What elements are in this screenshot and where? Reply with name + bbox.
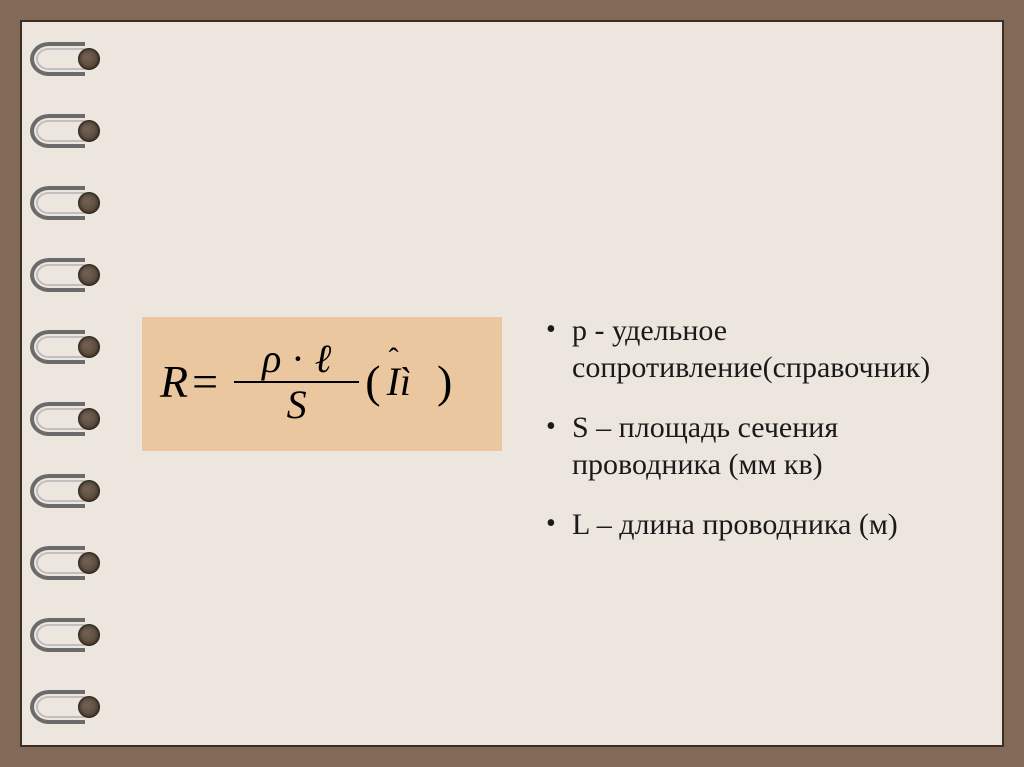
formula-column: R = ρ · S ( Iì xyxy=(122,317,522,451)
ring-wire xyxy=(30,42,85,76)
ell-symbol xyxy=(315,336,332,381)
slide-page: R = ρ · S ( Iì xyxy=(20,20,1004,747)
rho-symbol: ρ xyxy=(262,336,281,381)
ring-hole xyxy=(78,192,100,214)
binding-ring xyxy=(30,690,100,726)
formula-lhs: R xyxy=(160,359,188,405)
unit-part1: I xyxy=(387,362,400,402)
ring-hole xyxy=(78,552,100,574)
binding-ring xyxy=(30,114,100,150)
dot-symbol: · xyxy=(291,336,304,381)
definition-item: L – длина проводника (м) xyxy=(542,506,962,544)
binding-ring xyxy=(30,474,100,510)
ring-wire xyxy=(30,546,85,580)
binding-ring xyxy=(30,546,100,582)
denominator: S xyxy=(259,383,335,427)
ring-wire xyxy=(30,114,85,148)
formula-box: R = ρ · S ( Iì xyxy=(142,317,502,451)
paren-open: ( xyxy=(365,359,380,405)
binding-ring xyxy=(30,330,100,366)
ring-wire xyxy=(30,258,85,292)
equals-sign: = xyxy=(192,359,218,405)
ring-wire xyxy=(30,618,85,652)
ring-hole xyxy=(78,480,100,502)
unit-text: Iì xyxy=(381,362,437,402)
outer-frame: R = ρ · S ( Iì xyxy=(0,0,1024,767)
ring-hole xyxy=(78,408,100,430)
binding-ring xyxy=(30,618,100,654)
definitions-list: р - удельное сопротивление(справочник) S … xyxy=(542,312,962,544)
ring-wire xyxy=(30,330,85,364)
content-area: R = ρ · S ( Iì xyxy=(112,22,1002,745)
ring-hole xyxy=(78,264,100,286)
ring-hole xyxy=(78,696,100,718)
binding-ring xyxy=(30,42,100,78)
unit-part2: ì xyxy=(400,359,411,404)
binding-ring xyxy=(30,402,100,438)
definition-item: р - удельное сопротивление(справочник) xyxy=(542,312,962,387)
definitions-column: р - удельное сопротивление(справочник) S … xyxy=(522,202,962,566)
ring-hole xyxy=(78,48,100,70)
binding-ring xyxy=(30,258,100,294)
ring-hole xyxy=(78,336,100,358)
resistance-formula: R = ρ · S ( Iì xyxy=(160,337,478,427)
binding-ring xyxy=(30,186,100,222)
ring-hole xyxy=(78,624,100,646)
numerator: ρ · xyxy=(234,337,359,381)
ring-wire xyxy=(30,186,85,220)
ring-wire xyxy=(30,402,85,436)
ring-wire xyxy=(30,690,85,724)
ring-hole xyxy=(78,120,100,142)
ring-wire xyxy=(30,474,85,508)
spiral-binding xyxy=(22,22,112,745)
definition-item: S – площадь сечения проводника (мм кв) xyxy=(542,409,962,484)
paren-close: ) xyxy=(437,359,452,405)
fraction: ρ · S xyxy=(234,337,359,427)
